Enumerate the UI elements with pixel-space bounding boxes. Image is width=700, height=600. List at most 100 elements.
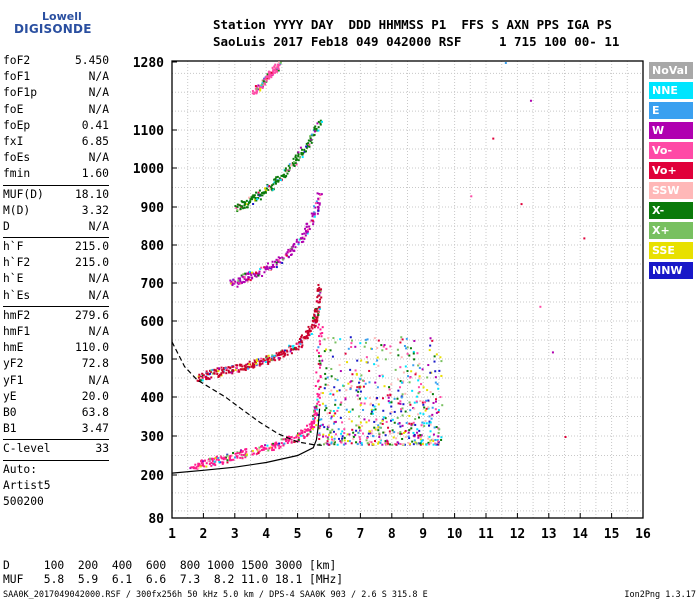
echo-point — [384, 434, 387, 437]
echo-point — [399, 386, 402, 389]
echo-point — [470, 195, 473, 198]
echo-point — [231, 282, 234, 285]
echo-point — [408, 429, 411, 432]
echo-point — [210, 461, 213, 464]
echo-point — [421, 368, 424, 371]
echo-point — [264, 268, 267, 271]
echo-point — [321, 423, 324, 426]
echo-point — [276, 67, 279, 70]
echo-point — [316, 392, 319, 395]
echo-point — [260, 360, 263, 363]
echo-point — [340, 432, 343, 435]
echo-point — [271, 447, 274, 450]
param-value: N/A — [88, 151, 109, 165]
legend-item: NNW — [649, 262, 693, 279]
echo-point — [268, 77, 271, 80]
echo-point — [320, 335, 323, 338]
echo-point — [313, 215, 316, 218]
echo-point — [213, 369, 216, 372]
echo-point — [320, 418, 323, 421]
echo-point — [410, 427, 413, 430]
echo-point — [316, 349, 319, 352]
echo-point — [255, 91, 258, 94]
echo-point — [255, 275, 258, 278]
echo-point — [349, 410, 352, 413]
echo-point — [407, 435, 410, 438]
x-tick-label: 8 — [388, 527, 396, 542]
echo-point — [258, 446, 261, 449]
echo-point — [366, 442, 369, 445]
echo-point — [355, 441, 358, 444]
echo-point — [273, 265, 276, 268]
echo-point — [293, 441, 296, 444]
echo-point — [290, 436, 293, 439]
echo-point — [417, 392, 420, 395]
legend-item: SSW — [649, 182, 693, 199]
echo-point — [306, 144, 309, 147]
echo-point — [326, 428, 329, 431]
echo-point — [275, 266, 278, 269]
echo-point — [271, 354, 274, 357]
echo-point — [258, 360, 261, 363]
echo-point — [221, 368, 224, 371]
echo-point — [331, 438, 334, 441]
echo-point — [417, 386, 420, 389]
echo-point — [235, 455, 238, 458]
echo-point — [277, 444, 280, 447]
echo-point — [287, 248, 290, 251]
echo-point — [238, 204, 241, 207]
echo-point — [211, 368, 214, 371]
param-value: N/A — [88, 102, 109, 116]
echo-point — [330, 417, 333, 420]
y-tick-label: 1000 — [133, 162, 164, 177]
echo-point — [277, 61, 280, 64]
echo-point — [281, 256, 284, 259]
echo-point — [232, 451, 235, 454]
echo-point — [268, 357, 271, 360]
echo-point — [400, 408, 403, 411]
echo-point — [399, 443, 402, 446]
echo-point — [343, 436, 346, 439]
echo-point — [333, 443, 336, 446]
echo-point — [389, 352, 392, 355]
echo-point — [317, 314, 320, 317]
echo-point — [270, 71, 273, 74]
echo-point — [245, 363, 248, 366]
echo-point — [321, 392, 324, 395]
echo-point — [237, 369, 240, 372]
echo-point — [303, 232, 306, 235]
muf-distance-row: D 100 200 400 600 800 1000 1500 3000 [km… — [3, 559, 337, 572]
echo-point — [351, 408, 354, 411]
echo-point — [297, 241, 300, 244]
echo-point — [317, 362, 320, 365]
echo-point — [203, 465, 206, 468]
echo-point — [199, 465, 202, 468]
echo-point — [199, 377, 202, 380]
echo-point — [400, 410, 403, 413]
echo-point — [400, 381, 403, 384]
echo-point — [285, 170, 288, 173]
echo-point — [305, 150, 308, 153]
echo-point — [387, 426, 390, 429]
echo-point — [430, 417, 433, 420]
echo-point — [246, 280, 249, 283]
echo-point — [399, 432, 402, 435]
echo-point — [402, 431, 405, 434]
echo-point — [303, 428, 306, 431]
echo-point — [273, 178, 276, 181]
echo-point — [440, 374, 443, 377]
echo-point — [270, 443, 273, 446]
echo-point — [322, 435, 325, 438]
param-name: C-level — [3, 442, 51, 456]
echo-point — [207, 377, 210, 380]
echo-point — [317, 400, 320, 403]
param-name: foF1p — [3, 86, 38, 100]
echo-point — [297, 438, 300, 441]
echo-point — [359, 342, 362, 345]
echo-point — [239, 207, 242, 210]
echo-point — [216, 372, 219, 375]
param-value: 20.0 — [81, 389, 109, 403]
echo-point — [264, 266, 267, 269]
echo-point — [416, 431, 419, 434]
echo-point — [272, 448, 275, 451]
